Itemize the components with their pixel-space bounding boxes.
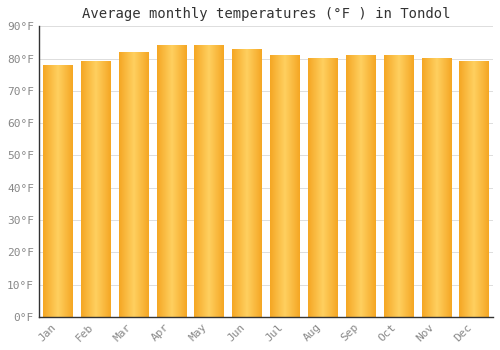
- Title: Average monthly temperatures (°F ) in Tondol: Average monthly temperatures (°F ) in To…: [82, 7, 450, 21]
